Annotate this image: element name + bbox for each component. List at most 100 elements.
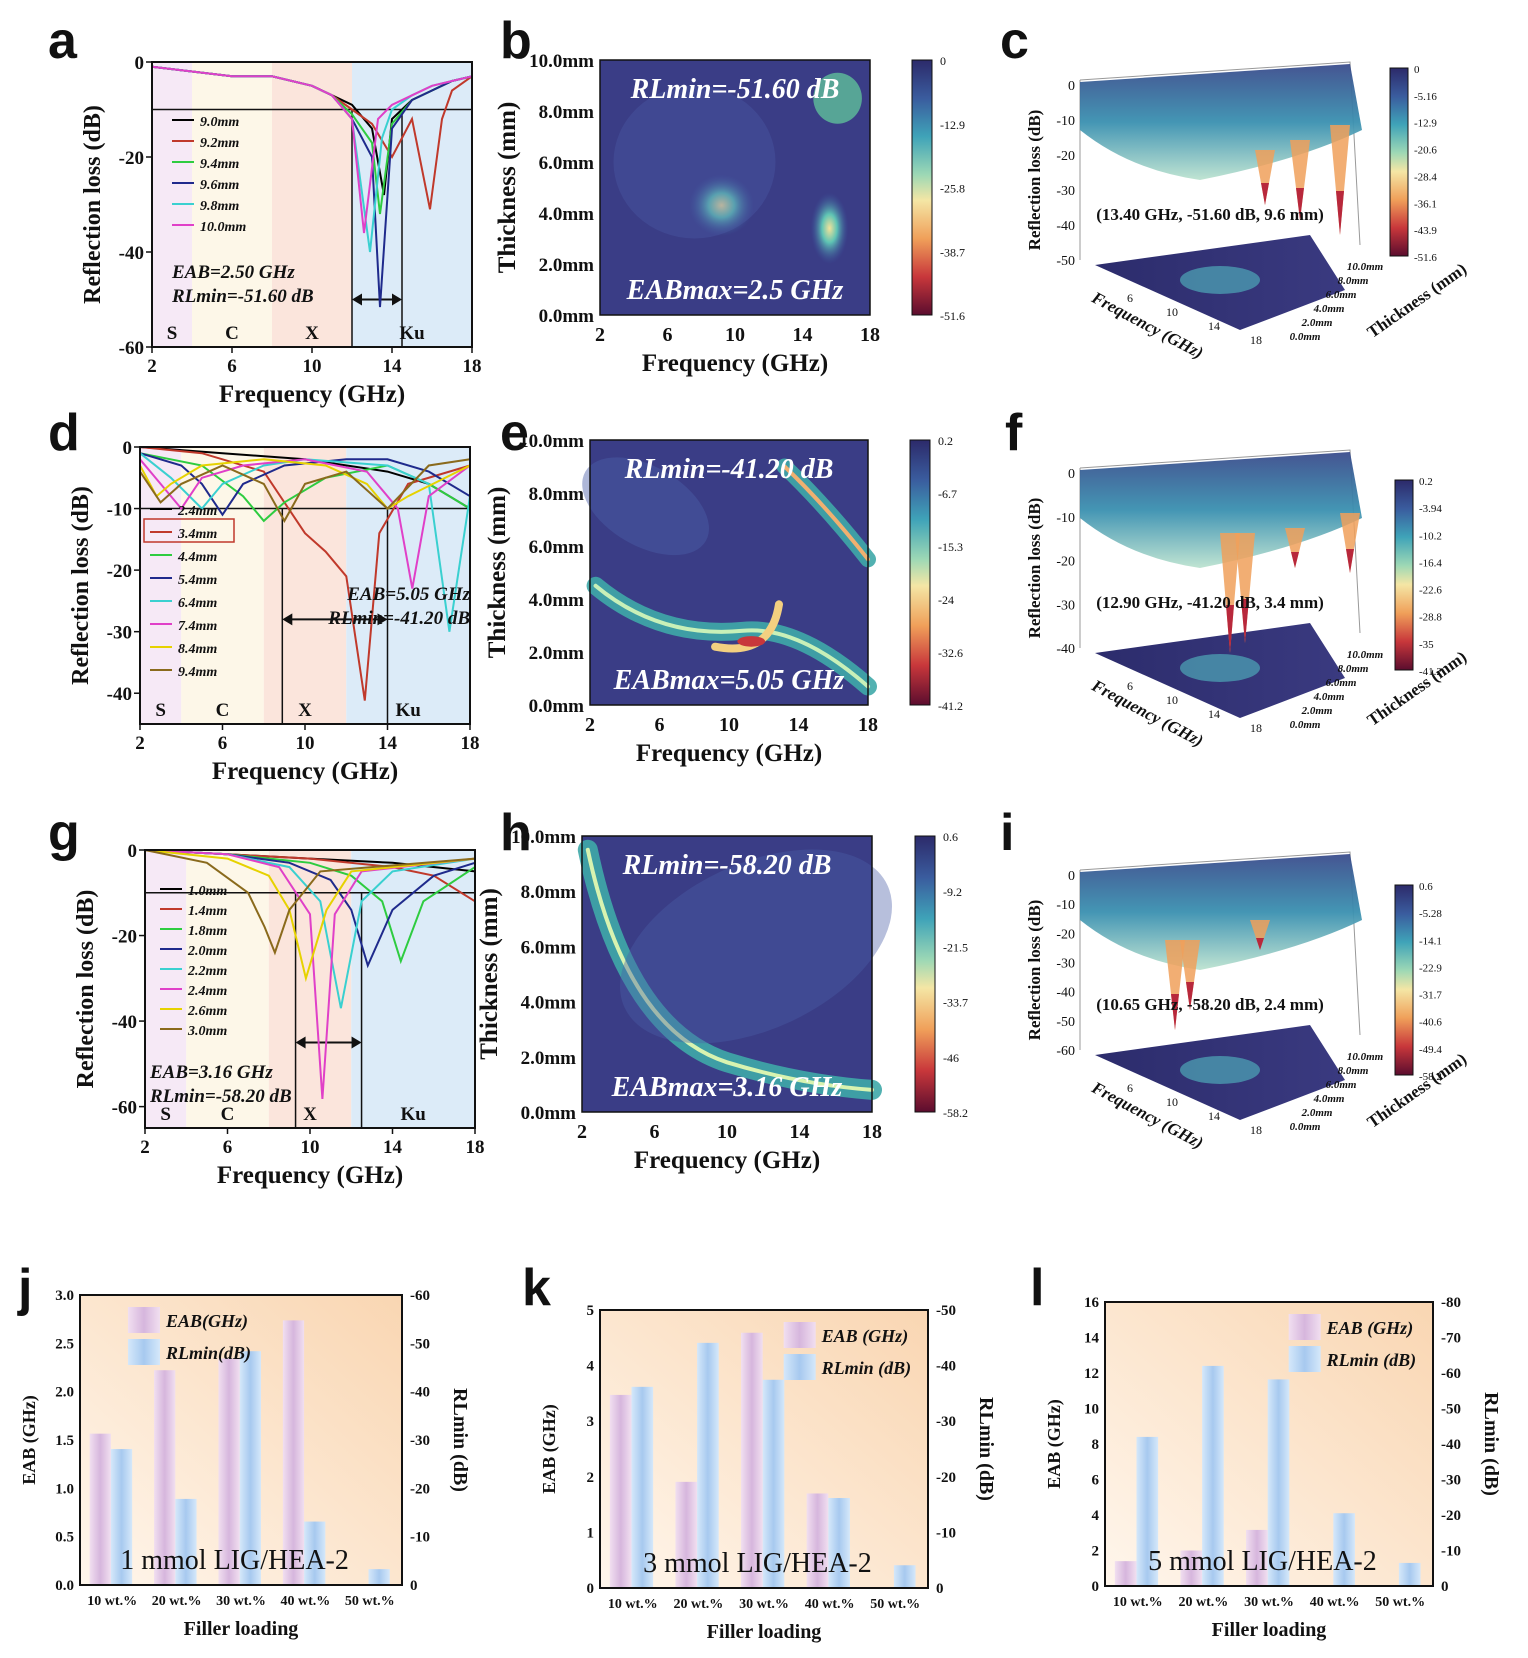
map-eabmax-footer: EABmax=5.05 GHz [613,665,845,696]
legend-label-9.4mm: 9.4mm [178,665,217,680]
colorbar-tick-label: -43.9 [1414,225,1437,237]
y-tick-label: 2.0 [55,1385,74,1401]
legend-label-1.8mm: 1.8mm [188,924,227,939]
annotation-0: EAB=2.50 GHz [171,262,295,283]
x-tick-label: 2 [577,1121,587,1143]
peak-annotation: (13.40 GHz, -51.60 dB, 9.6 mm) [1096,205,1324,224]
colorbar-tick-label: -58.2 [1419,1071,1442,1083]
x-axis-title: Frequency (GHz) [217,1162,403,1189]
x-tick-label: 10 [301,1137,320,1158]
legend-label-1: RLmin (dB) [1326,1350,1417,1371]
z-tick-label: -40 [1056,642,1075,657]
chart-a: S C X Ku 9.0mm 9.2mm 9.4mm 9.6mm 9.8mm 10.0mm EAB=… [80,53,482,408]
y-axis-title: EAB (GHz) [539,1404,560,1494]
y2-tick-label: -40 [1441,1437,1461,1453]
rl-dip [1340,513,1360,573]
legend-label-6.4mm: 6.4mm [178,596,217,611]
x-tick-label: 10 [725,324,745,346]
y-tick-label: -20 [112,927,137,948]
x-axis-title: Frequency (GHz) [642,350,828,377]
legend-label-3.0mm: 3.0mm [187,1024,227,1039]
bar-rlmin-4 [368,1569,390,1585]
legend-swatch-1 [783,1354,816,1380]
legend-label-9.2mm: 9.2mm [200,136,239,151]
contour-region [737,636,766,647]
bar-eab-1 [154,1370,176,1585]
y-tick-label: 6.0mm [521,937,577,958]
x-tick-label: 6 [1127,679,1133,693]
y-tick-label: 14 [1084,1331,1100,1347]
map-eabmax-footer: EABmax=2.5 GHz [626,275,844,306]
y-tick-label: -40 [107,684,132,705]
x-tick-label: 14 [1208,707,1220,721]
y-tick-label: 0 [123,438,133,459]
colorbar [909,439,931,706]
rl-dip-tip [1291,552,1299,568]
x-tick-label: 6 [227,356,237,377]
chart-title: 5 mmol LIG/HEA-2 [1148,1546,1377,1577]
y-axis-title: Thickness (mm) [476,888,503,1060]
y2-axis-title: RLmin (dB) [1480,1392,1502,1496]
band-label-Ku: Ku [395,700,421,721]
bar-eab-3 [806,1493,829,1588]
band-label-X: X [303,1104,317,1125]
y2-tick-label: -70 [1441,1331,1461,1347]
series-line-6.4mm [139,452,471,632]
chart-c: (13.40 GHz, -51.60 dB, 9.6 mm) 0 -10 -20 -30… [1025,61,1470,362]
x-tick-label: 18 [466,1137,485,1158]
bar-eab-1 [675,1481,698,1588]
x-tick-label: 14 [789,714,809,736]
bar-rlmin-3 [828,1498,850,1588]
chart-title: 1 mmol LIG/HEA-2 [120,1545,349,1576]
y-tick-label: 0.5 [55,1530,74,1546]
bar-rlmin-1 [697,1342,719,1588]
plot-frame [1104,1301,1434,1587]
colorbar-tick-label: -20.6 [1414,145,1437,157]
y-tick-label: 4.0mm [521,993,577,1014]
y-tick-label: 0.0mm [539,306,595,327]
y-axis-title: Reflection loss (dB) [68,486,94,685]
x-tick-label: 18 [858,714,878,736]
x-tick-label: 10 [1166,1095,1178,1109]
series-line-5.4mm [139,452,471,517]
z-tick-label: -50 [1056,254,1075,269]
z-tick-label: -50 [1056,1015,1075,1030]
x-axis-title: Frequency (GHz) [212,758,398,785]
x-tick-label: 14 [793,324,813,346]
map-frame [599,59,871,316]
colorbar-tick-label: 0.2 [938,434,953,448]
x-tick-label: 18 [860,324,880,346]
panel-letter-h: h [500,804,532,862]
x-tick-label: 18 [1250,1123,1262,1137]
series-line-3.0mm [144,849,476,956]
panel-letter-e: e [500,404,529,462]
x-tick-label: 6 [655,714,665,736]
bar-eab-0 [609,1394,632,1588]
y-tick-label: -20 [119,148,144,169]
band-label-C: C [221,1104,235,1125]
series-line-2.4mm [144,849,476,1099]
x-tick-label: 30 wt.% [216,1594,266,1609]
y-tick-label: 2.5 [55,1336,74,1352]
band-label-X: X [298,700,312,721]
rl-dip-tip [1346,549,1354,573]
x-tick-label: 18 [461,733,480,754]
panel-letter-c: c [1000,12,1029,70]
legend-label-0: EAB (GHz) [821,1326,909,1347]
legend-swatch-1 [1288,1346,1321,1372]
colorbar [911,59,933,316]
rl-dip [1255,150,1275,205]
annotation-0: EAB=3.16 GHz [149,1062,273,1083]
panel-letter-i: i [1000,804,1014,862]
y-tick-label: 0 [135,53,145,74]
legend-swatch-0 [1288,1314,1321,1340]
band-label-S: S [160,1104,171,1125]
y2-axis-title: RLmin (dB) [449,1388,471,1492]
x-tick-label: 2 [595,324,605,346]
y-axis-title: EAB (GHz) [19,1395,40,1485]
colorbar-tick-label: -5.16 [1414,91,1437,103]
chart-h: RLmin=-58.20 dB EABmax=3.16 GHz 2 6 10 14 18 0.… [476,827,968,1174]
y-tick-label: 10.0mm [529,51,594,72]
colorbar-tick-label: -41.2 [1419,666,1442,678]
bar-rlmin-2 [1267,1379,1290,1586]
